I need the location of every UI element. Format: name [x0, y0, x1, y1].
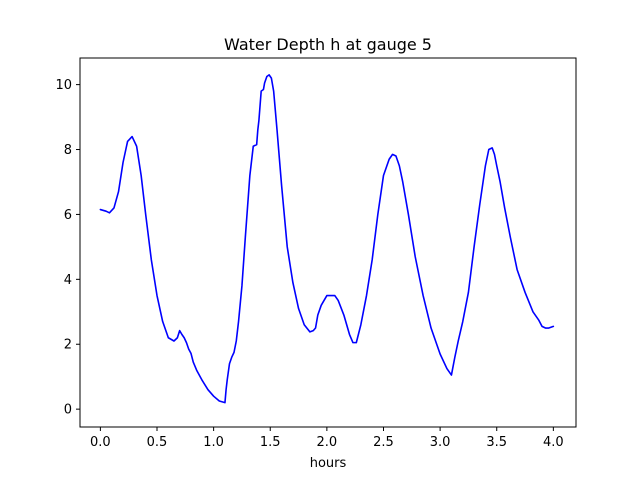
x-tick-label: 0.0 [90, 435, 111, 450]
x-tick-label: 1.0 [203, 435, 224, 450]
y-axis: 0 2 4 6 8 10 [55, 78, 80, 418]
y-tick-label: 4 [64, 273, 72, 288]
y-tick-label: 6 [64, 208, 72, 223]
y-tick-label: 0 [64, 403, 72, 418]
axes-frame [79, 57, 577, 428]
x-tick-label: 4.0 [543, 435, 564, 450]
y-tick-label: 2 [64, 338, 72, 353]
y-tick-label: 8 [64, 143, 72, 158]
chart-title: Water Depth h at gauge 5 [224, 35, 432, 54]
y-tick-label: 10 [55, 78, 72, 93]
x-tick-label: 3.5 [486, 435, 507, 450]
plot-area [99, 74, 555, 404]
series-line [99, 74, 555, 404]
x-tick-label: 2.0 [317, 435, 338, 450]
x-axis: 0.0 0.5 1.0 1.5 2.0 2.5 3.0 3.5 4.0 [90, 427, 564, 450]
x-tick-label: 1.5 [260, 435, 281, 450]
x-axis-label: hours [310, 456, 347, 471]
x-tick-label: 2.5 [373, 435, 394, 450]
x-tick-label: 3.0 [430, 435, 451, 450]
x-tick-label: 0.5 [147, 435, 168, 450]
